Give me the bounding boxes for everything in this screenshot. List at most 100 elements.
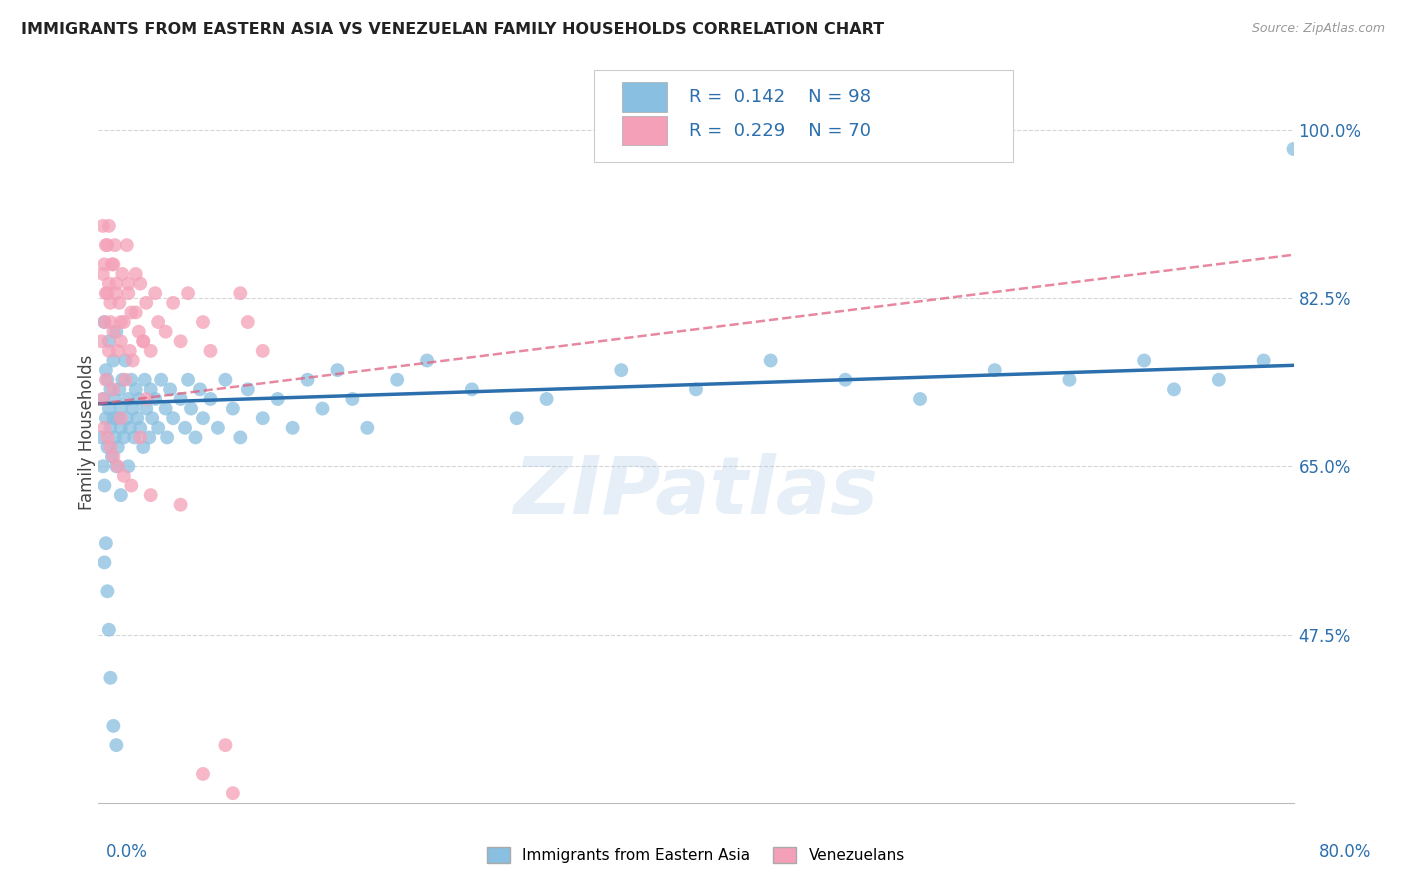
Point [177, 286, 200, 301]
Point [105, 325, 128, 339]
Point [200, 392, 222, 406]
Point [143, 286, 166, 301]
Point [108, 295, 131, 310]
Point [169, 498, 191, 512]
Point [93, 556, 115, 570]
Point [132, 334, 155, 349]
Point [98, 440, 122, 454]
Point [103, 382, 125, 396]
Point [111, 373, 134, 387]
Point [107, 343, 129, 358]
Point [125, 267, 148, 281]
Point [105, 459, 128, 474]
Point [120, 478, 142, 492]
Y-axis label: Family Households: Family Households [79, 355, 96, 510]
Point [103, 411, 125, 425]
Point [155, 401, 177, 416]
Point [105, 286, 128, 301]
Point [506, 411, 529, 425]
Point [184, 430, 207, 444]
Point [148, 315, 170, 329]
Point [236, 382, 259, 396]
Point [356, 421, 378, 435]
Point [103, 450, 125, 464]
Point [1059, 373, 1081, 387]
Point [121, 353, 143, 368]
Point [222, 786, 245, 800]
Point [117, 392, 139, 406]
Text: ZIPatlas: ZIPatlas [513, 453, 879, 531]
Point [110, 421, 132, 435]
Point [93, 421, 115, 435]
Point [91, 392, 114, 406]
Point [135, 295, 157, 310]
Point [139, 488, 162, 502]
Point [103, 257, 125, 271]
Point [90, 334, 112, 349]
Point [112, 315, 135, 329]
Point [98, 382, 122, 396]
Point [93, 478, 115, 492]
Point [94, 286, 117, 301]
Point [191, 767, 214, 781]
Point [135, 392, 157, 406]
Point [103, 353, 125, 368]
Point [191, 315, 214, 329]
Point [128, 392, 150, 406]
Point [297, 373, 319, 387]
Point [118, 421, 141, 435]
Point [98, 421, 122, 435]
Text: R =  0.229    N = 70: R = 0.229 N = 70 [689, 121, 870, 139]
Point [120, 305, 142, 319]
Point [97, 334, 120, 349]
Point [1253, 353, 1275, 368]
Point [96, 430, 118, 444]
Point [118, 343, 141, 358]
Point [94, 238, 117, 252]
Point [101, 450, 124, 464]
Point [177, 373, 200, 387]
Point [610, 363, 633, 377]
Text: Source: ZipAtlas.com: Source: ZipAtlas.com [1251, 22, 1385, 36]
Point [129, 421, 152, 435]
Point [94, 411, 117, 425]
Point [96, 584, 118, 599]
Point [97, 401, 120, 416]
Text: 80.0%: 80.0% [1319, 843, 1371, 861]
Point [1133, 353, 1156, 368]
Point [114, 373, 136, 387]
Point [461, 382, 484, 396]
Point [104, 238, 127, 252]
Point [94, 373, 117, 387]
Point [121, 401, 143, 416]
Point [169, 334, 191, 349]
Point [96, 286, 118, 301]
Point [143, 392, 166, 406]
Point [132, 440, 155, 454]
Point [156, 430, 179, 444]
Point [834, 373, 856, 387]
FancyBboxPatch shape [621, 82, 668, 112]
FancyBboxPatch shape [595, 70, 1012, 162]
Point [94, 363, 117, 377]
Point [115, 411, 138, 425]
Point [107, 459, 129, 474]
Point [200, 343, 222, 358]
Point [94, 536, 117, 550]
Point [1163, 382, 1185, 396]
Point [135, 401, 157, 416]
Point [267, 392, 290, 406]
Point [214, 738, 236, 752]
Point [125, 305, 148, 319]
Point [908, 392, 931, 406]
Point [96, 373, 118, 387]
Text: IMMIGRANTS FROM EASTERN ASIA VS VENEZUELAN FAMILY HOUSEHOLDS CORRELATION CHART: IMMIGRANTS FROM EASTERN ASIA VS VENEZUEL… [21, 22, 884, 37]
Text: 0.0%: 0.0% [105, 843, 148, 861]
Point [150, 373, 173, 387]
Point [222, 401, 245, 416]
Point [120, 373, 142, 387]
Point [174, 421, 197, 435]
Point [98, 671, 122, 685]
Point [1282, 142, 1305, 156]
Point [162, 411, 184, 425]
